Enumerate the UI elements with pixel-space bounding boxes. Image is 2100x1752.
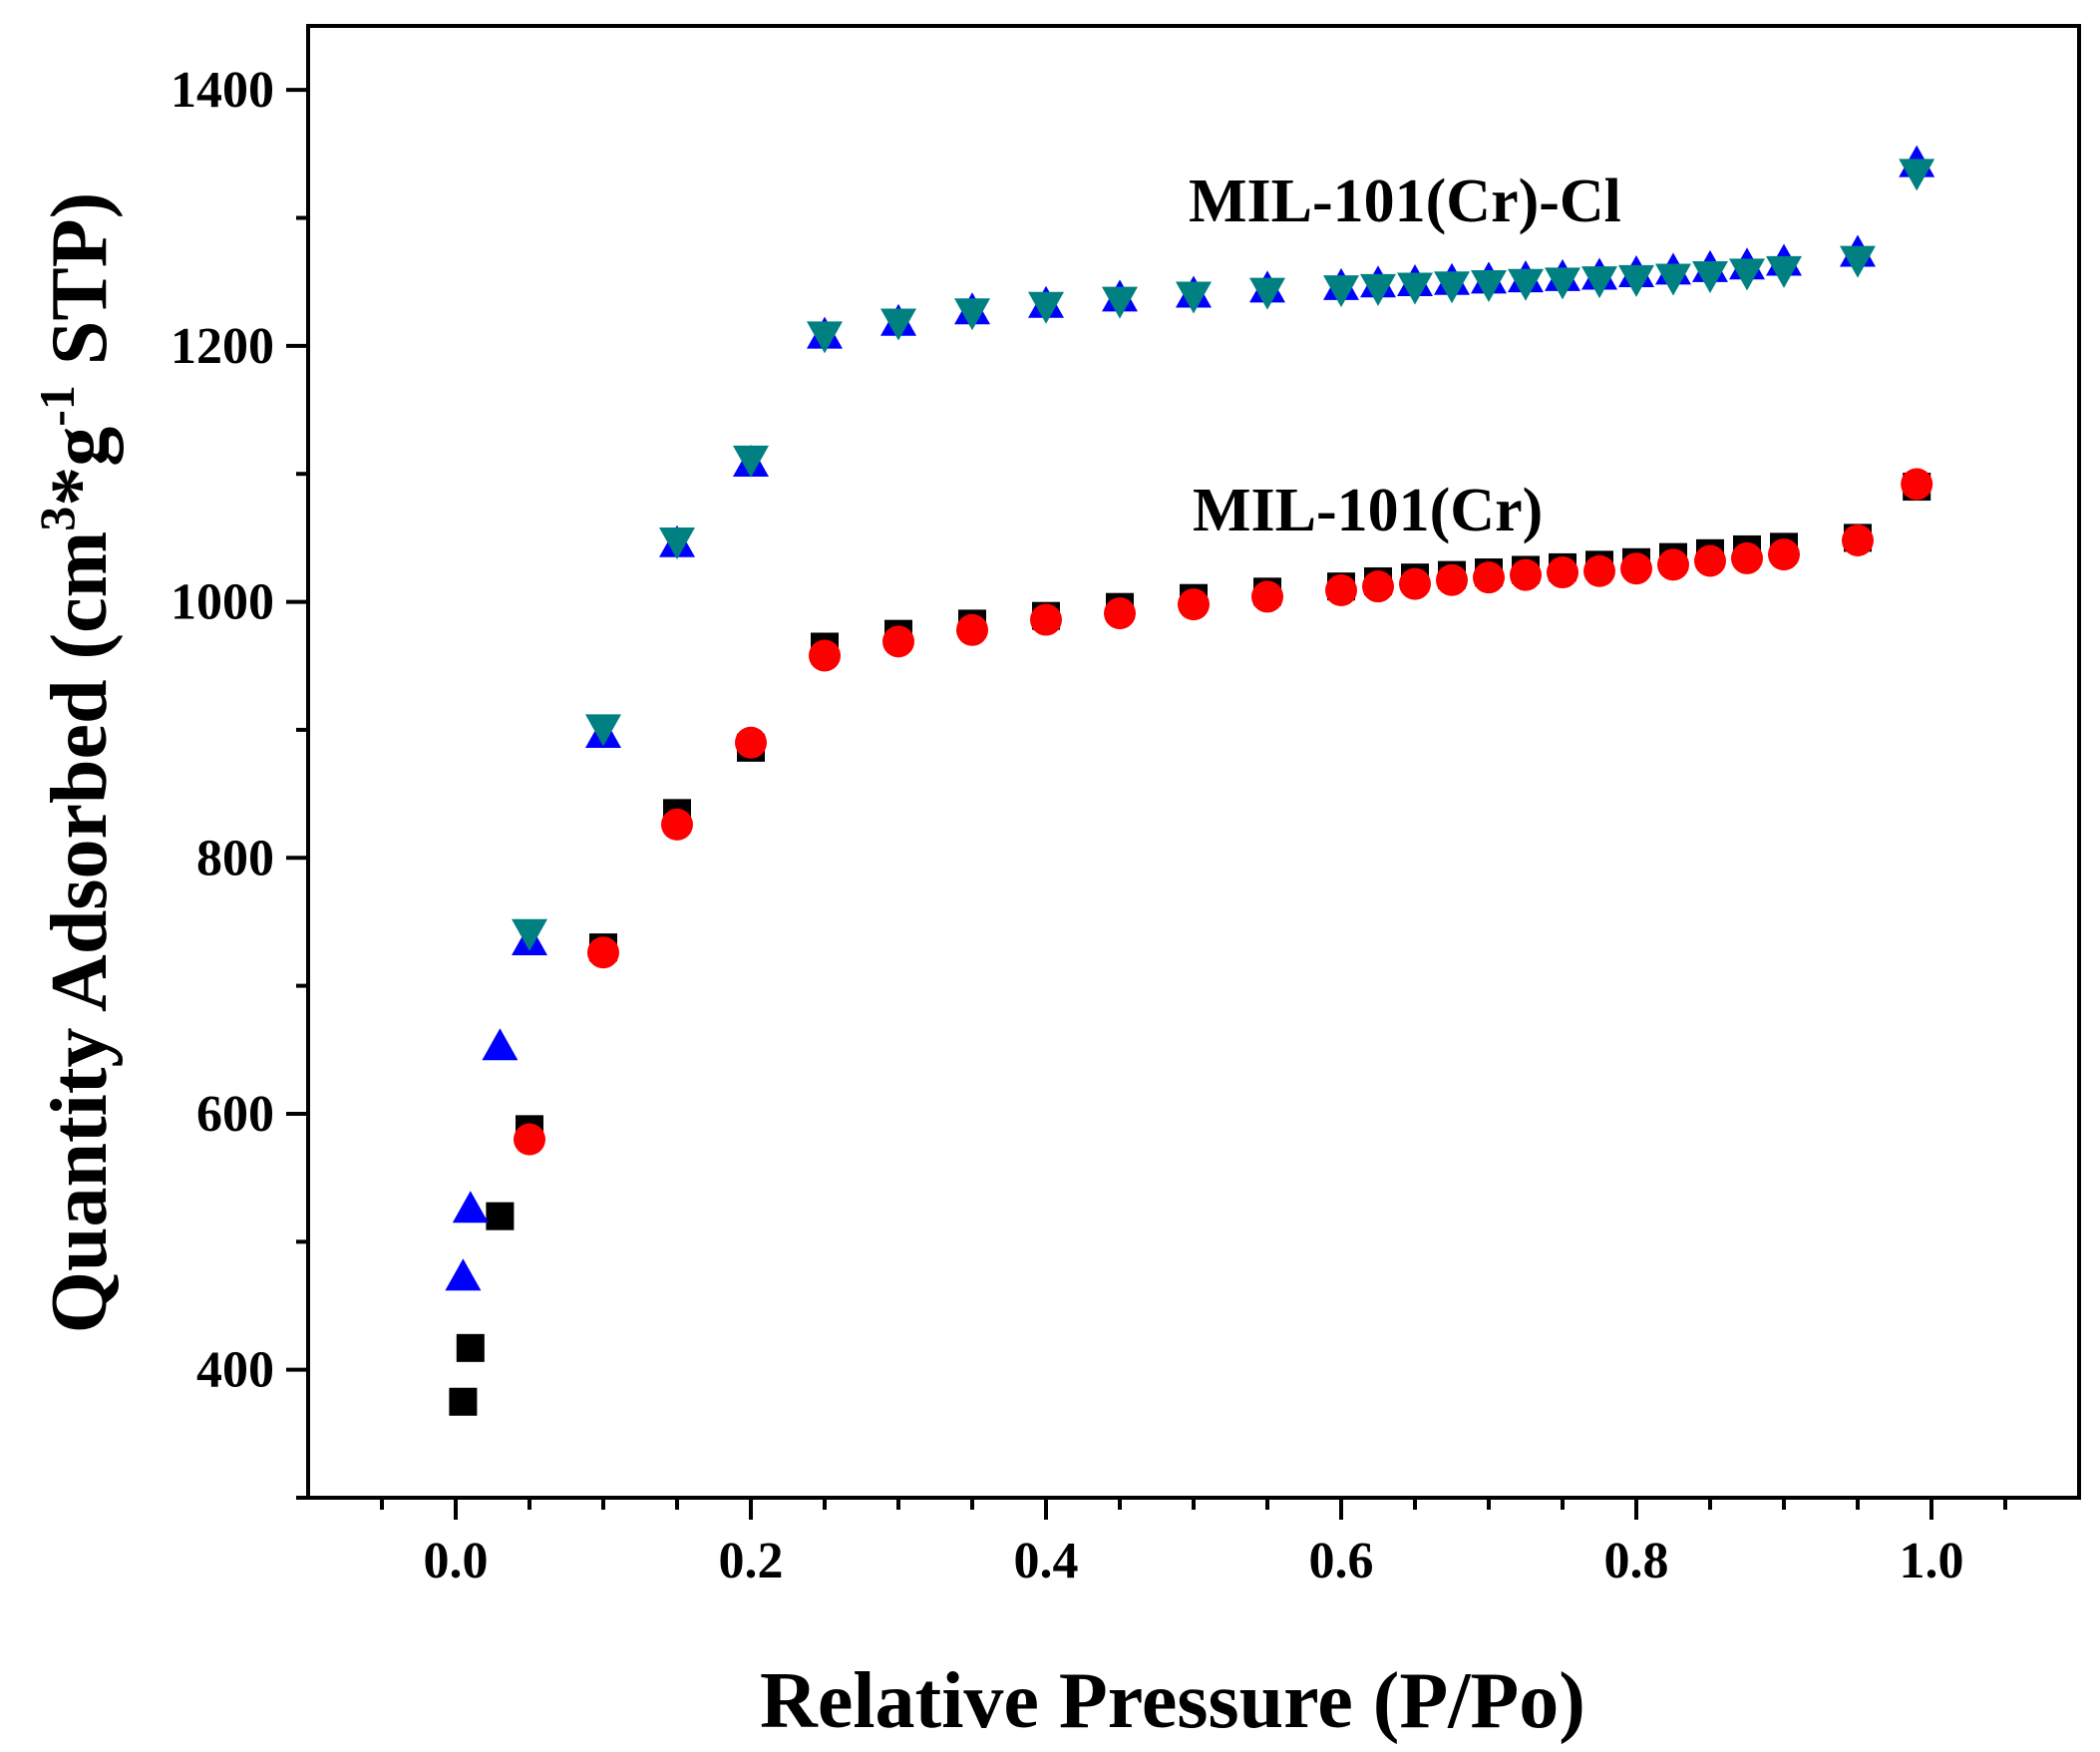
triangle-down-marker bbox=[1028, 291, 1064, 324]
square-marker bbox=[449, 1387, 478, 1416]
circle-marker bbox=[1731, 541, 1763, 574]
circle-marker bbox=[587, 936, 619, 969]
circle-marker bbox=[1104, 597, 1136, 630]
plot-frame bbox=[306, 24, 2081, 1500]
x-axis-title: Relative Pressure (P/Po) bbox=[760, 1657, 1585, 1745]
triangle-down-marker bbox=[1692, 260, 1728, 293]
triangle-up-marker bbox=[445, 1258, 482, 1291]
x-tick-label: 0.4 bbox=[1014, 1533, 1079, 1589]
circle-marker bbox=[735, 726, 767, 759]
triangle-down-marker bbox=[1508, 268, 1544, 301]
triangle-down-marker bbox=[1249, 277, 1285, 310]
triangle-down-marker bbox=[807, 321, 843, 354]
x-tick-label: 0.8 bbox=[1604, 1533, 1669, 1589]
x-axis: 0.0 0.2 0.4 0.6 0.8 1.0 bbox=[380, 1498, 2007, 1589]
y-tick-label: 400 bbox=[196, 1342, 274, 1399]
x-tick-label: 0.0 bbox=[424, 1533, 489, 1589]
x-tick-label: 0.6 bbox=[1309, 1533, 1374, 1589]
data-points bbox=[445, 145, 1935, 1416]
circle-marker bbox=[1436, 563, 1468, 596]
triangle-down-marker bbox=[1581, 266, 1617, 299]
circle-marker bbox=[1473, 561, 1505, 594]
triangle-down-marker bbox=[1545, 267, 1580, 300]
circle-marker bbox=[514, 1123, 545, 1156]
square-marker bbox=[486, 1202, 515, 1230]
circle-marker bbox=[1399, 567, 1431, 600]
circle-marker bbox=[1657, 548, 1689, 581]
annotation-mil-101-cr: MIL-101(Cr) bbox=[1193, 477, 1543, 544]
circle-marker bbox=[1362, 570, 1394, 603]
triangle-down-marker bbox=[1323, 275, 1359, 308]
triangle-down-marker bbox=[659, 526, 695, 559]
triangle-down-marker bbox=[1655, 263, 1691, 296]
triangle-up-marker bbox=[482, 1028, 519, 1061]
triangle-down-marker bbox=[512, 918, 547, 951]
triangle-down-marker bbox=[1766, 255, 1802, 288]
circle-marker bbox=[1901, 468, 1933, 501]
circle-marker bbox=[1842, 524, 1874, 556]
circle-marker bbox=[1620, 552, 1652, 585]
circle-marker bbox=[956, 613, 988, 646]
triangle-down-marker bbox=[1899, 159, 1935, 191]
y-tick-label: 800 bbox=[196, 830, 274, 886]
triangle-down-marker bbox=[1176, 281, 1212, 314]
y-tick-label: 1400 bbox=[171, 62, 274, 119]
triangle-down-marker bbox=[1618, 264, 1654, 297]
circle-marker bbox=[1694, 544, 1726, 577]
triangle-up-marker bbox=[452, 1191, 489, 1224]
triangle-down-marker bbox=[1102, 286, 1138, 319]
triangle-down-marker bbox=[1471, 269, 1507, 302]
circle-marker bbox=[1547, 556, 1578, 589]
circle-marker bbox=[1030, 603, 1062, 636]
annotation-mil-101-cr-cl: MIL-101(Cr)-Cl bbox=[1189, 168, 1621, 235]
triangle-down-marker bbox=[880, 308, 916, 341]
x-tick-label: 1.0 bbox=[1900, 1533, 1964, 1589]
y-tick-label: 600 bbox=[196, 1086, 274, 1143]
triangle-down-marker bbox=[1840, 245, 1876, 278]
triangle-down-marker bbox=[733, 445, 769, 478]
circle-marker bbox=[1510, 558, 1542, 591]
triangle-down-marker bbox=[585, 714, 621, 747]
circle-marker bbox=[1583, 554, 1615, 587]
y-axis: 400 600 800 1000 1200 1400 bbox=[171, 62, 308, 1500]
circle-marker bbox=[1251, 580, 1283, 613]
y-tick-label: 1000 bbox=[171, 574, 274, 631]
y-axis-title: Quantity Adsorbed (cm3*g-1 STP) bbox=[29, 192, 124, 1334]
square-marker bbox=[456, 1333, 485, 1362]
circle-marker bbox=[882, 625, 914, 658]
triangle-down-marker bbox=[954, 298, 990, 331]
circle-marker bbox=[661, 808, 693, 841]
circle-marker bbox=[1768, 538, 1800, 571]
series-2 bbox=[445, 145, 1935, 1291]
circle-marker bbox=[1325, 574, 1357, 607]
triangle-down-marker bbox=[1397, 272, 1433, 305]
series-3 bbox=[512, 159, 1935, 951]
circle-marker bbox=[809, 639, 841, 672]
x-tick-label: 0.2 bbox=[719, 1533, 784, 1589]
circle-marker bbox=[1178, 588, 1210, 621]
triangle-down-marker bbox=[1729, 258, 1765, 291]
triangle-down-marker bbox=[1434, 271, 1470, 304]
series-1 bbox=[514, 468, 1933, 1156]
y-tick-label: 1200 bbox=[171, 318, 274, 375]
triangle-down-marker bbox=[1360, 273, 1396, 306]
